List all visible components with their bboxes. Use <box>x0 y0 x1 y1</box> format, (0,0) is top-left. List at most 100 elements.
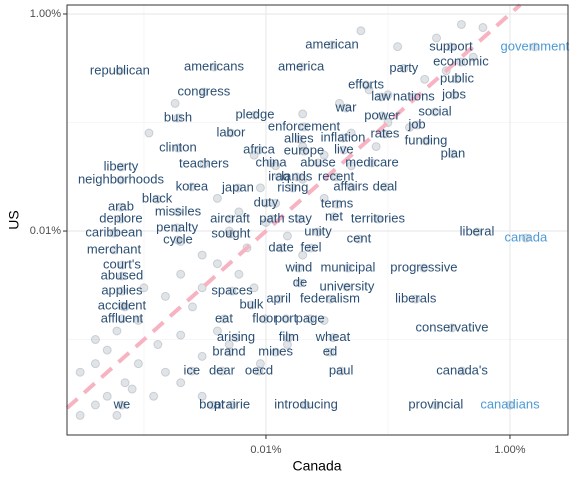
point <box>343 263 353 273</box>
point <box>282 231 292 241</box>
word-label: japan <box>221 179 254 194</box>
point <box>219 314 229 324</box>
word-label: territories <box>351 210 406 225</box>
word-label: missiles <box>155 203 202 218</box>
word-label: municipal <box>320 259 375 274</box>
point <box>456 20 466 30</box>
point <box>90 359 100 369</box>
point <box>116 175 126 185</box>
point <box>292 172 302 182</box>
point <box>254 145 264 155</box>
point <box>133 315 143 325</box>
point <box>173 113 183 123</box>
point <box>152 194 162 204</box>
word-label: nations <box>393 88 435 103</box>
point <box>313 158 323 168</box>
point <box>521 233 531 243</box>
word-label: wheat <box>315 329 351 344</box>
point <box>446 42 456 52</box>
x-tick-label: 1.00% <box>494 444 525 456</box>
point <box>456 57 466 67</box>
plot-background <box>67 5 568 435</box>
word-label: ice <box>184 362 201 377</box>
point <box>246 300 256 310</box>
point <box>233 183 243 193</box>
word-label: we <box>113 397 131 412</box>
point <box>227 400 237 410</box>
point <box>457 366 467 376</box>
word-label: economic <box>433 53 489 68</box>
point <box>274 294 284 304</box>
word-label: clinton <box>159 139 197 154</box>
point <box>212 326 222 336</box>
point <box>281 314 291 324</box>
point <box>342 282 352 292</box>
point <box>212 259 222 269</box>
word-label: merchant <box>87 241 142 256</box>
point <box>452 74 462 84</box>
point <box>112 326 122 336</box>
point <box>346 128 356 138</box>
word-label: public <box>440 70 474 85</box>
point <box>254 366 264 376</box>
point <box>249 150 259 160</box>
point <box>319 150 329 160</box>
word-label: power <box>364 107 400 122</box>
point <box>112 410 122 420</box>
point <box>116 162 126 172</box>
point <box>139 283 149 293</box>
word-label: applies <box>101 282 143 297</box>
point <box>117 286 127 296</box>
point <box>356 26 366 36</box>
word-label: bulk <box>239 296 263 311</box>
point <box>90 400 100 410</box>
word-label: april <box>266 291 291 306</box>
point <box>188 302 198 312</box>
point <box>173 235 183 245</box>
point <box>117 301 127 311</box>
point <box>224 340 234 350</box>
word-label: floor <box>252 310 278 325</box>
word-label: liberty <box>104 158 139 173</box>
point <box>116 202 126 212</box>
word-label: prairie <box>214 397 250 412</box>
word-label: lands <box>281 168 313 183</box>
point <box>249 283 259 293</box>
point <box>346 182 356 192</box>
point <box>234 207 244 217</box>
word-label: page <box>296 310 325 325</box>
word-label: america <box>278 58 325 73</box>
point <box>224 226 234 236</box>
point <box>448 149 458 159</box>
point <box>294 134 304 144</box>
point <box>276 243 286 253</box>
point <box>255 183 265 193</box>
point <box>176 237 186 247</box>
point <box>282 340 292 350</box>
word-label: cycle <box>163 231 193 246</box>
word-label: abused <box>101 267 144 282</box>
word-label: party <box>389 60 418 75</box>
word-label: inflation <box>321 129 366 144</box>
point <box>225 214 235 224</box>
point <box>313 227 323 237</box>
word-label: progressive <box>390 259 457 274</box>
point <box>227 286 237 296</box>
word-label: abuse <box>300 154 335 169</box>
point <box>361 80 371 90</box>
point <box>339 145 349 155</box>
word-label: unity <box>304 223 332 238</box>
word-label: affluent <box>101 310 144 325</box>
word-label: canadians <box>480 397 540 412</box>
y-tick-label: 0.01% <box>30 225 61 237</box>
word-label: teachers <box>179 155 229 170</box>
word-label: paul <box>329 362 354 377</box>
word-label: cent <box>347 230 372 245</box>
point <box>197 283 207 293</box>
word-label: penalty <box>156 219 198 234</box>
word-label: plan <box>441 145 466 160</box>
point <box>261 217 271 227</box>
word-label: americans <box>184 58 244 73</box>
point <box>120 302 130 312</box>
point <box>160 291 170 301</box>
